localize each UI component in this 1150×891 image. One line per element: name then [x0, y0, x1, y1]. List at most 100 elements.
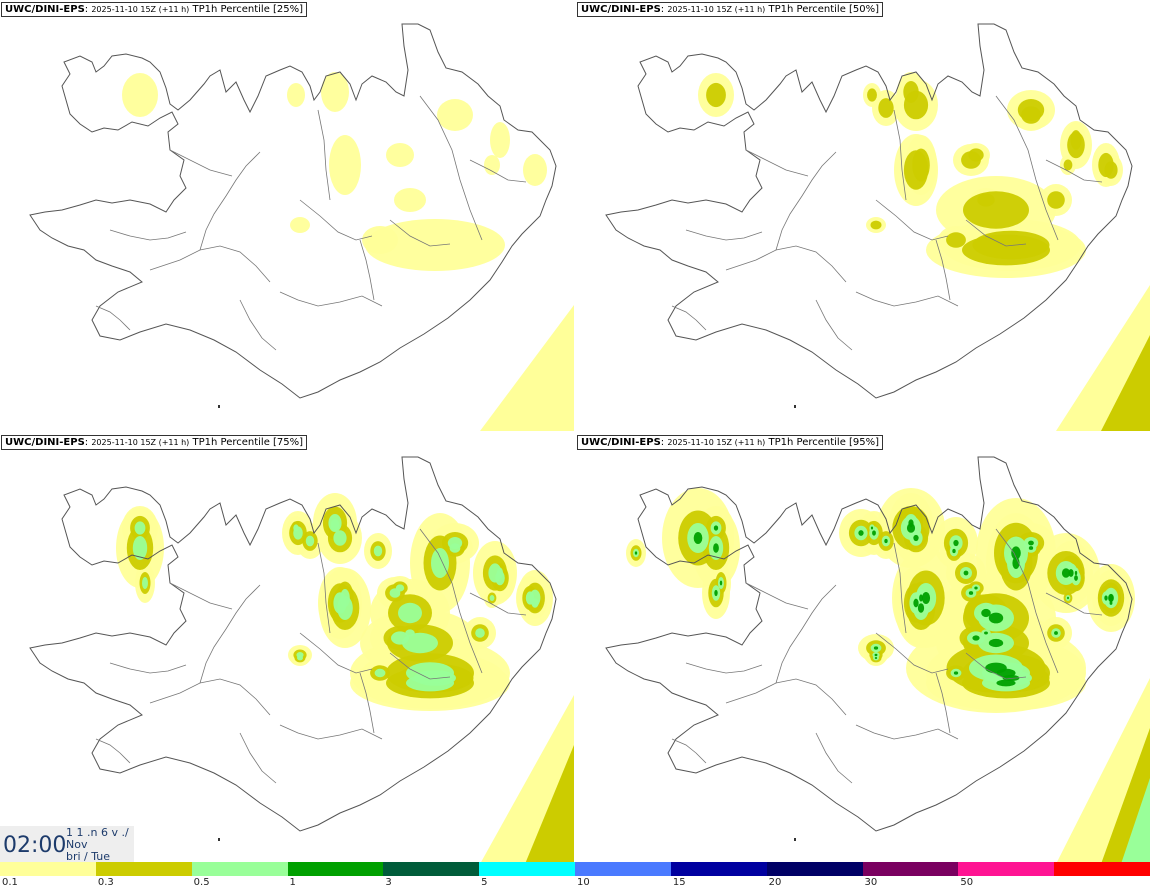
precip-field — [116, 493, 553, 711]
precip-blob — [906, 523, 916, 533]
road-line — [389, 652, 451, 680]
legend-swatch — [95, 862, 193, 876]
model-name: UWC/DINI-EPS — [5, 437, 85, 448]
island-dot — [218, 405, 220, 408]
road-network — [95, 528, 527, 784]
precip-blob — [475, 628, 485, 638]
precip-blob — [1054, 631, 1058, 635]
precip-blob — [529, 589, 541, 607]
precip-blob — [988, 638, 1004, 648]
run-time: 2025-11-10 15Z (+11 h) — [91, 5, 190, 14]
road-line — [855, 724, 959, 740]
precip-blob — [867, 88, 877, 102]
precip-blob — [134, 521, 146, 535]
precip-blob — [523, 154, 547, 186]
legend-label: 10 — [577, 877, 590, 888]
road-line — [239, 732, 277, 784]
legend-swatch — [575, 862, 672, 876]
island-dot — [794, 838, 796, 841]
road-line — [855, 291, 959, 307]
precip-blob — [917, 603, 925, 613]
precip-blob — [874, 657, 878, 659]
iceland-map — [605, 456, 1150, 864]
precip-blob — [963, 191, 1029, 229]
precip-blob — [1063, 159, 1073, 171]
precip-blob — [142, 577, 148, 589]
road-line — [149, 245, 271, 283]
sea-precip-zone — [480, 305, 574, 431]
map-panel-p25: UWC/DINI-EPS: 2025-11-10 15Z (+11 h) TP1… — [0, 0, 574, 431]
precip-blob — [287, 83, 305, 107]
model-name: UWC/DINI-EPS — [5, 4, 85, 15]
coastline — [605, 23, 1133, 399]
precip-blob — [903, 90, 929, 120]
precip-blob — [972, 635, 980, 641]
precip-blob — [693, 532, 703, 544]
road-line — [685, 229, 763, 241]
road-line — [169, 149, 233, 177]
precip-blob — [398, 602, 422, 624]
precip-blob — [713, 543, 719, 553]
precip-blob — [333, 530, 347, 546]
precip-blob — [296, 652, 304, 658]
precip-blob — [447, 537, 463, 549]
road-line — [317, 542, 331, 634]
precip-blob — [391, 631, 409, 645]
precip-blob — [952, 548, 956, 554]
road-line — [317, 109, 331, 201]
precip-field — [122, 72, 547, 271]
road-line — [149, 678, 271, 716]
legend-swatch — [1054, 862, 1150, 876]
precip-blob — [1061, 568, 1071, 578]
precip-blob — [402, 632, 438, 654]
precip-blob — [1067, 596, 1069, 600]
legend-label: 0.3 — [97, 877, 114, 888]
legend-swatch — [191, 862, 288, 876]
iceland-map — [29, 456, 574, 864]
legend-swatch — [862, 862, 959, 876]
precip-blob — [919, 594, 923, 602]
legend-swatch — [958, 862, 1055, 876]
precip-blob — [132, 536, 148, 560]
precip-field — [698, 72, 1123, 278]
precip-blob — [337, 596, 353, 620]
road-line — [995, 95, 1059, 241]
road-line — [279, 291, 383, 307]
legend-label: 5 — [481, 877, 488, 888]
precip-blob — [437, 99, 473, 131]
iceland-map — [29, 23, 574, 431]
legend-swatch — [479, 862, 576, 876]
precip-blob — [634, 551, 638, 555]
precip-blob — [329, 135, 361, 195]
precip-blob — [968, 591, 974, 595]
road-line — [299, 632, 373, 674]
precip-blob — [122, 73, 158, 117]
precip-blob — [328, 514, 342, 532]
road-line — [169, 582, 233, 610]
precip-blob — [365, 219, 505, 271]
valid-date-line1: 1 1 .n 6 v ./ — [66, 826, 129, 839]
run-time: 2025-11-10 15Z (+11 h) — [667, 438, 766, 447]
precip-blob — [1104, 595, 1108, 601]
coastline — [29, 456, 557, 832]
sea-precip-zone — [1121, 778, 1150, 864]
road-line — [419, 95, 483, 241]
precip-blob — [996, 679, 1016, 687]
road-line — [893, 542, 907, 634]
precip-blob — [293, 526, 303, 540]
road-line — [109, 662, 187, 674]
legend-swatch — [766, 862, 863, 876]
coastline — [29, 23, 557, 399]
precip-blob — [1098, 152, 1114, 178]
road-line — [1045, 159, 1103, 183]
panel-title: UWC/DINI-EPS: 2025-11-10 15Z (+11 h) TP1… — [577, 2, 884, 17]
road-line — [935, 672, 951, 734]
precip-blob — [305, 535, 315, 547]
road-line — [671, 305, 707, 331]
precip-blob — [374, 668, 386, 678]
precip-blob — [1047, 191, 1065, 209]
precip-blob — [984, 631, 988, 635]
road-line — [775, 151, 837, 251]
precip-blob — [953, 539, 959, 547]
legend-label: 0.1 — [2, 877, 18, 888]
